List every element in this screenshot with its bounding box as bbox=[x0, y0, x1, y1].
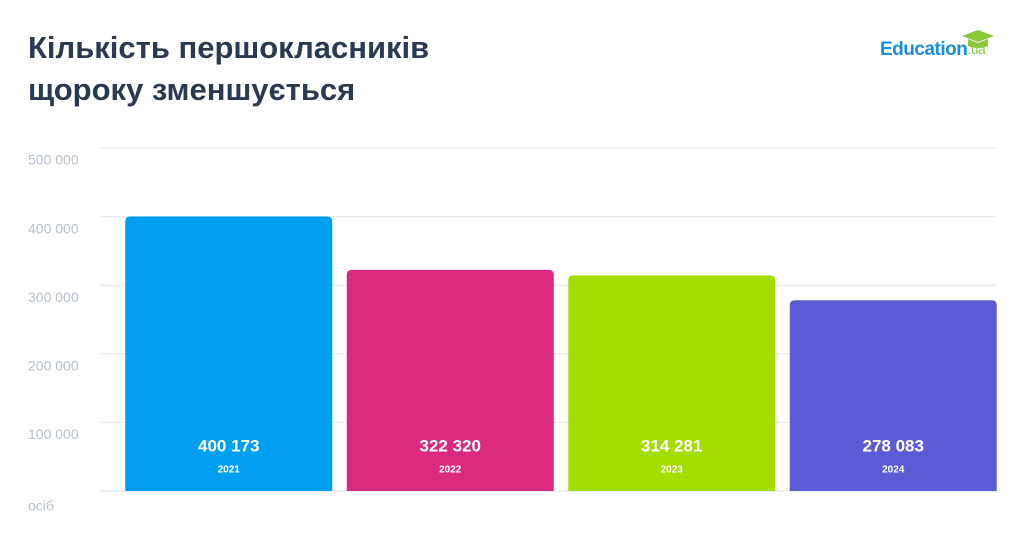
x-tick-label: 2022 bbox=[439, 465, 462, 476]
y-tick-label: 300 000 bbox=[28, 289, 79, 305]
y-tick-label: 400 000 bbox=[28, 220, 79, 236]
value-label: 322 320 bbox=[420, 436, 481, 455]
chart-title: щороку зменшується bbox=[28, 72, 355, 107]
x-tick-label: 2024 bbox=[882, 465, 905, 476]
value-label: 278 083 bbox=[863, 436, 924, 455]
logo-icon bbox=[962, 30, 994, 42]
x-tick-label: 2023 bbox=[661, 465, 684, 476]
logo-icon bbox=[968, 39, 988, 48]
y-axis-label: осіб bbox=[28, 498, 54, 514]
bar bbox=[346, 269, 554, 491]
value-label: 400 173 bbox=[198, 436, 259, 455]
x-tick-label: 2021 bbox=[218, 465, 241, 476]
bar bbox=[789, 300, 997, 491]
logo-suffix: .ua bbox=[967, 41, 986, 57]
chart-title: Кількість першокласників bbox=[28, 30, 429, 65]
y-tick-label: 100 000 bbox=[28, 426, 79, 442]
value-label: 314 281 bbox=[641, 436, 702, 455]
y-tick-label: 500 000 bbox=[28, 152, 79, 168]
logo: Education.ua bbox=[880, 30, 994, 60]
bar bbox=[568, 275, 776, 491]
y-tick-label: 200 000 bbox=[28, 358, 79, 374]
logo-text: Education.ua bbox=[880, 39, 986, 60]
logo-name: Education bbox=[880, 39, 967, 60]
bar bbox=[125, 216, 333, 491]
